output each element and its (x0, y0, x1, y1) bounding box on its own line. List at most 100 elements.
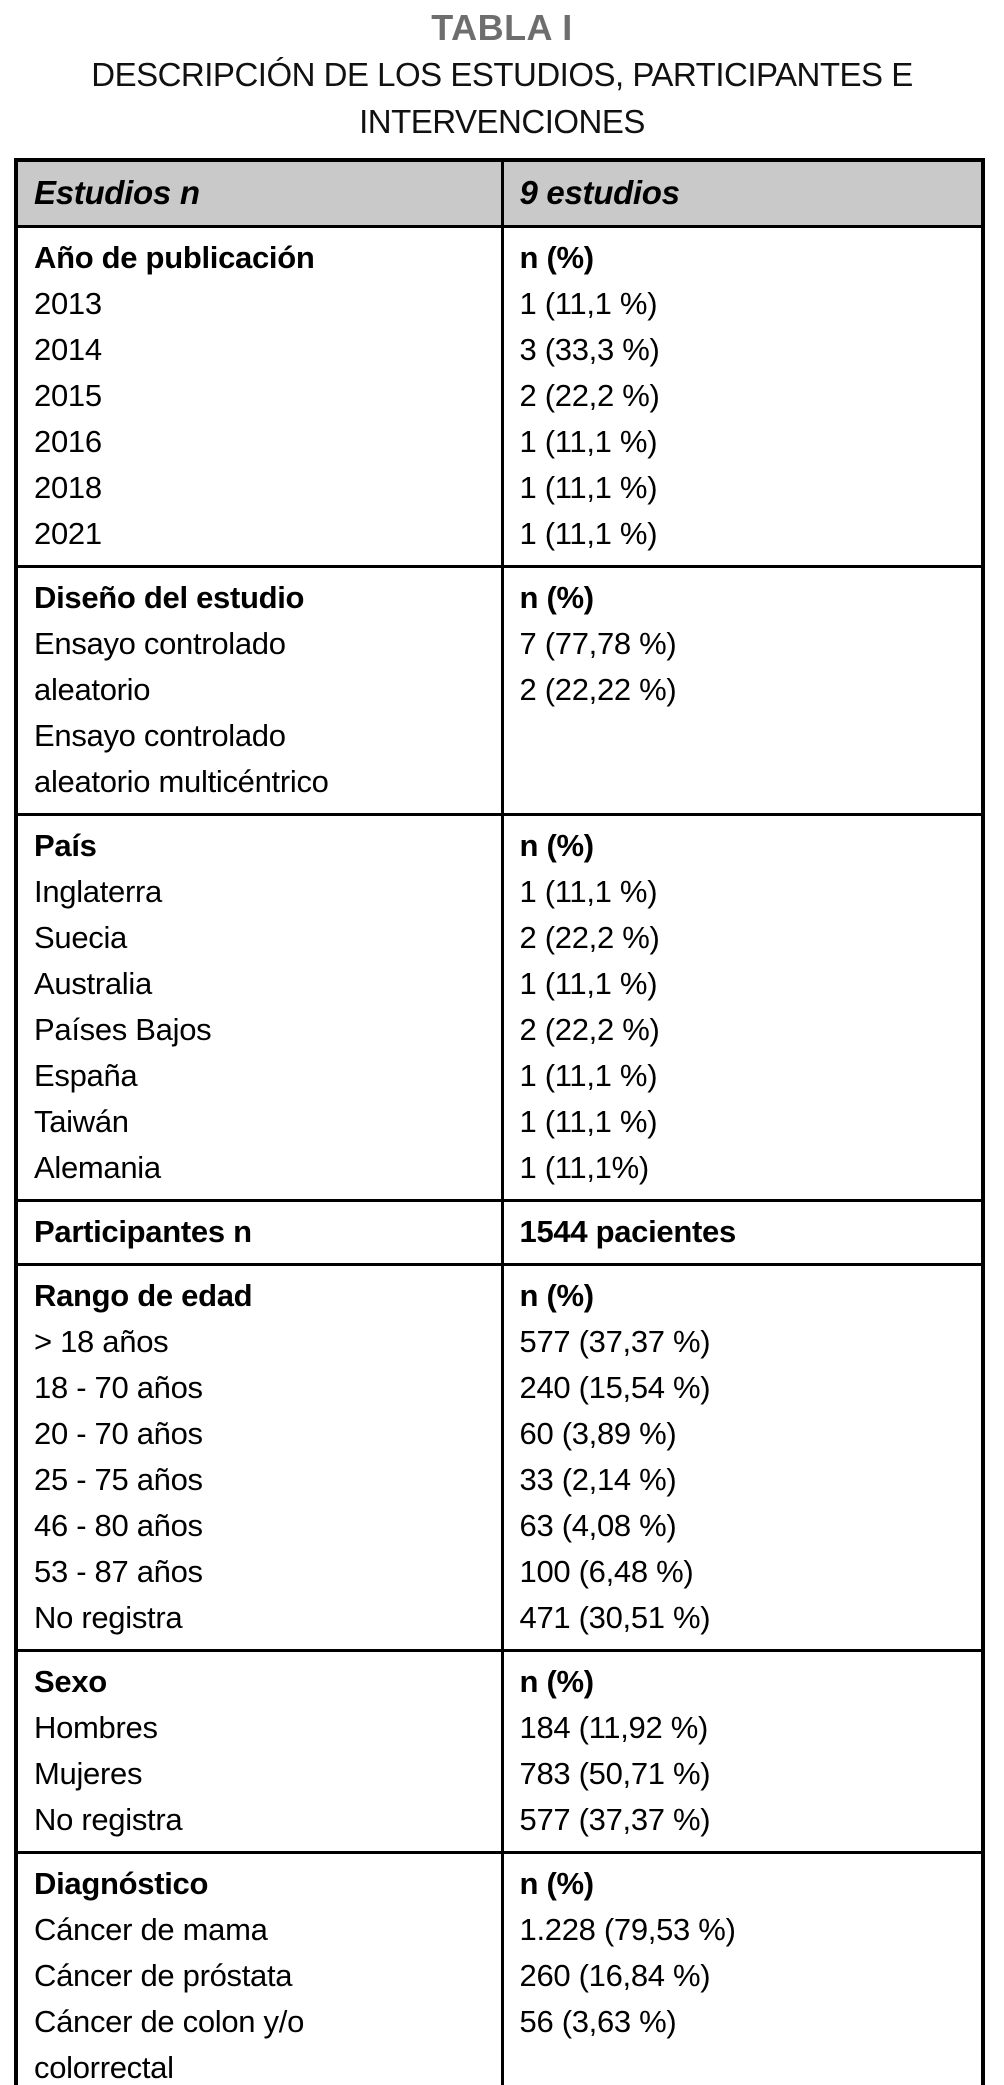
text-line: 783 (50,71 %) (519, 1755, 711, 1791)
text-line: Ensayo controlado (34, 717, 286, 753)
text-line: 240 (15,54 %) (519, 1369, 711, 1405)
participants-values-cell: 1544 pacientes (500, 1198, 985, 1266)
table-title: DESCRIPCIÓN DE LOS ESTUDIOS, PARTICIPANT… (91, 56, 913, 140)
section-row-diagnosis: Diagnóstico Cáncer de mama Cáncer de próst… (14, 1850, 985, 2085)
text-line: 1 (11,1 %) (519, 1057, 658, 1093)
text-line: 1544 pacientes (519, 1213, 737, 1249)
text-line: 7 (77,78 %) (519, 625, 677, 661)
header-cell-estudios: Estudios n (14, 158, 504, 228)
text-line: Año de publicación (34, 239, 315, 275)
text-line: 25 - 75 años (34, 1461, 203, 1497)
text-line: Ensayo controlado (34, 625, 286, 661)
text-line: 1 (11,1 %) (519, 469, 658, 505)
text-line: 577 (37,37 %) (519, 1323, 711, 1359)
studies-description-table: Estudios n 9 estudios Año de publicación… (14, 158, 985, 2085)
sex-labels-cell: Sexo Hombres Mujeres No registra (14, 1648, 504, 1854)
diagnosis-labels-cell: Diagnóstico Cáncer de mama Cáncer de próst… (14, 1850, 504, 2085)
text-line: 1 (11,1 %) (519, 1103, 658, 1139)
text-line: Rango de edad (34, 1277, 253, 1313)
study-design-values-cell: n (%) 7 (77,78 %) 2 (22,22 %) (500, 564, 985, 816)
text-line: 33 (2,14 %) (519, 1461, 677, 1497)
text-line: 20 - 70 años (34, 1415, 203, 1451)
text-line: 56 (3,63 %) (519, 2003, 677, 2039)
text-line: 46 - 80 años (34, 1507, 203, 1543)
header-row: Estudios n 9 estudios (14, 158, 985, 228)
text-line: Países Bajos (34, 1011, 212, 1047)
country-labels-cell: País Inglaterra Suecia Australia Países Bajo… (14, 812, 504, 1202)
text-line: Taiwán (34, 1103, 129, 1139)
text-line: 1 (11,1%) (519, 1149, 650, 1185)
text-line: 2021 (34, 515, 102, 551)
text-line: No registra (34, 1801, 183, 1837)
text-line: Diseño del estudio (34, 579, 305, 615)
text-line: 53 - 87 años (34, 1553, 203, 1589)
participants-labels-cell: Participantes n (14, 1198, 504, 1266)
text-line: Cáncer de mama (34, 1911, 268, 1947)
text-line: 1.228 (79,53 %) (519, 1911, 736, 1947)
text-line: España (34, 1057, 138, 1093)
text-line: n (%) (519, 827, 595, 863)
section-row-participants: Participantes n 1544 pacientes (14, 1198, 985, 1266)
text-line: Mujeres (34, 1755, 143, 1791)
text-line: colorrectal (34, 2049, 174, 2085)
text-line: Sexo (34, 1663, 107, 1699)
section-row-sex: Sexo Hombres Mujeres No registra n (%) 184 (… (14, 1648, 985, 1854)
table-body: Año de publicación 2013 2014 2015 2016 2018 20… (14, 224, 985, 2085)
text-line: 2013 (34, 285, 102, 321)
text-line: n (%) (519, 579, 595, 615)
text-line: n (%) (519, 239, 595, 275)
text-line: 2016 (34, 423, 102, 459)
text-line: No registra (34, 1599, 183, 1635)
age-range-values-cell: n (%) 577 (37,37 %) 240 (15,54 %) 60 (3,89 … (500, 1262, 985, 1652)
text-line: Australia (34, 965, 152, 1001)
age-range-labels-cell: Rango de edad > 18 años 18 - 70 años 20 - 7… (14, 1262, 504, 1652)
text-line: 3 (33,3 %) (519, 331, 660, 367)
text-line: Cáncer de colon y/o (34, 2003, 305, 2039)
text-line: n (%) (519, 1865, 595, 1901)
text-line: 260 (16,84 %) (519, 1957, 711, 1993)
text-line: Inglaterra (34, 873, 162, 909)
section-row-study-design: Diseño del estudio Ensayo controlado aleat… (14, 564, 985, 816)
text-line: 2 (22,22 %) (519, 671, 677, 707)
sex-values-cell: n (%) 184 (11,92 %) 783 (50,71 %) 577 (37,3… (500, 1648, 985, 1854)
text-line: País (34, 827, 97, 863)
text-line: > 18 años (34, 1323, 169, 1359)
text-line: 63 (4,08 %) (519, 1507, 677, 1543)
text-line: 184 (11,92 %) (519, 1709, 709, 1745)
header-cell-total-estudios: 9 estudios (500, 158, 985, 228)
text-line: 60 (3,89 %) (519, 1415, 677, 1451)
text-line: Alemania (34, 1149, 161, 1185)
table-head: Estudios n 9 estudios (14, 158, 985, 228)
text-line: 2 (22,2 %) (519, 1011, 660, 1047)
text-line: 2018 (34, 469, 102, 505)
text-line: 18 - 70 años (34, 1369, 203, 1405)
text-line: 2 (22,2 %) (519, 919, 660, 955)
text-line: 1 (11,1 %) (519, 285, 658, 321)
text-line: n (%) (519, 1277, 595, 1313)
text-line: 1 (11,1 %) (519, 423, 658, 459)
text-line: Diagnóstico (34, 1865, 209, 1901)
text-line: n (%) (519, 1663, 595, 1699)
text-line: 1 (11,1 %) (519, 965, 658, 1001)
section-row-publication-year: Año de publicación 2013 2014 2015 2016 2018 20… (14, 224, 985, 568)
study-design-labels-cell: Diseño del estudio Ensayo controlado aleat… (14, 564, 504, 816)
section-row-country: País Inglaterra Suecia Australia Países Bajo… (14, 812, 985, 1202)
publication-year-values-cell: n (%) 1 (11,1 %) 3 (33,3 %) 2 (22,2 %) 1 (11… (500, 224, 985, 568)
text-line: 2015 (34, 377, 102, 413)
table-caption: TABLA I DESCRIPCIÓN DE LOS ESTUDIOS, PAR… (0, 0, 1004, 145)
text-line: aleatorio multicéntrico (34, 763, 329, 799)
text-line: Cáncer de próstata (34, 1957, 293, 1993)
text-line: 100 (6,48 %) (519, 1553, 694, 1589)
text-line: Suecia (34, 919, 127, 955)
text-line: 577 (37,37 %) (519, 1801, 711, 1837)
text-line: 1 (11,1 %) (519, 873, 658, 909)
text-line: 2 (22,2 %) (519, 377, 660, 413)
text-line: 2014 (34, 331, 102, 367)
table-label: TABLA I (431, 7, 573, 48)
diagnosis-values-cell: n (%) 1.228 (79,53 %) 260 (16,84 %) 56 (3,6… (500, 1850, 985, 2085)
text-line: Hombres (34, 1709, 158, 1745)
country-values-cell: n (%) 1 (11,1 %) 2 (22,2 %) 1 (11,1 %) 2 (22… (500, 812, 985, 1202)
publication-year-labels-cell: Año de publicación 2013 2014 2015 2016 2018 20… (14, 224, 504, 568)
section-row-age-range: Rango de edad > 18 años 18 - 70 años 20 - 7… (14, 1262, 985, 1652)
